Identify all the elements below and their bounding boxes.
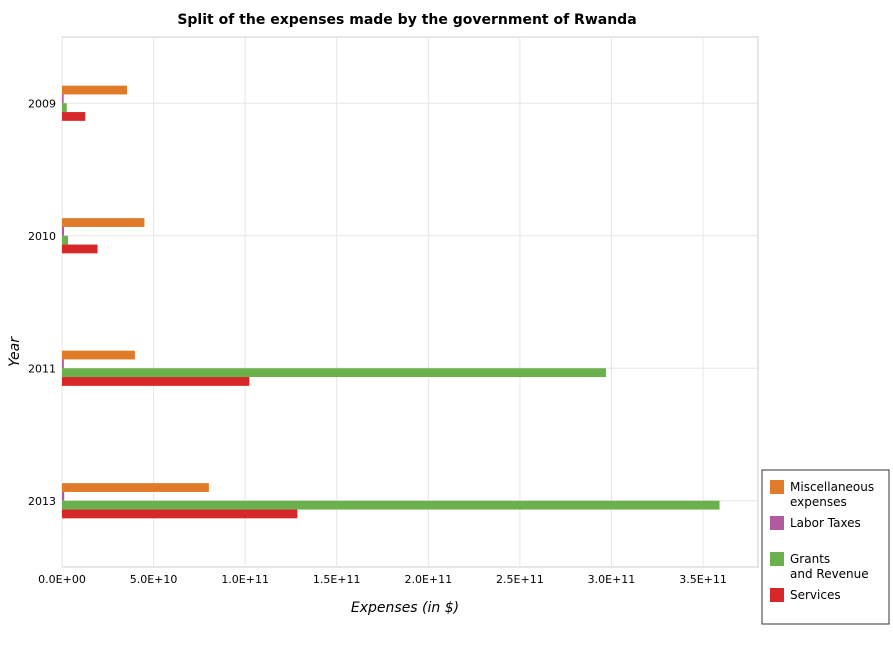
bar — [62, 94, 64, 104]
x-tick-label: 1.5E+11 — [313, 573, 361, 586]
bar — [62, 235, 69, 245]
x-tick-label: 5.0E+10 — [130, 573, 178, 586]
legend-label: Labor Taxes — [790, 516, 861, 530]
bar — [62, 483, 209, 492]
plot-area — [61, 36, 759, 568]
x-tick-label: 0.0E+00 — [38, 573, 86, 586]
legend-swatch — [770, 552, 784, 566]
legend-swatch — [770, 480, 784, 494]
bar — [62, 85, 128, 95]
bar — [62, 244, 98, 254]
y-tick-label: 2013 — [28, 495, 56, 508]
bar — [62, 226, 65, 236]
legend-swatch — [770, 588, 784, 602]
x-tick-label: 2.0E+11 — [404, 573, 452, 586]
x-axis: 0.0E+00 5.0E+10 1.0E+11 1.5E+11 2.0E+11 2.5E+… — [38, 573, 727, 586]
x-tick-label: 3.5E+11 — [679, 573, 727, 586]
legend-label: Grants and Revenue — [790, 552, 869, 581]
y-axis-label: Year — [7, 336, 23, 367]
x-tick-label: 1.0E+11 — [221, 573, 269, 586]
legend-label: Miscellaneous expenses — [790, 480, 874, 509]
bar — [62, 377, 250, 386]
legend: Miscellaneous expenses Labor Taxes Grants an… — [761, 469, 890, 625]
legend-swatch — [770, 516, 784, 530]
bar — [62, 112, 86, 121]
x-tick-label: 3.0E+11 — [588, 573, 636, 586]
bar — [62, 218, 145, 227]
y-axis: 2009 2010 2011 2013 — [28, 97, 56, 508]
x-tick-label: 2.5E+11 — [496, 573, 544, 586]
chart-title: Split of the expenses made by the govern… — [177, 12, 636, 28]
bar — [62, 359, 64, 369]
bar — [62, 491, 65, 501]
bar — [62, 350, 135, 360]
bar — [62, 368, 606, 378]
bar — [62, 509, 298, 519]
x-axis-label: Expenses (in $) — [351, 600, 459, 616]
bar — [62, 103, 67, 113]
legend-label: Services — [790, 588, 841, 602]
y-tick-label: 2010 — [28, 230, 56, 243]
plot-frame — [61, 36, 759, 568]
bar — [62, 500, 720, 510]
y-tick-label: 2009 — [28, 97, 56, 110]
y-tick-label: 2011 — [28, 362, 56, 375]
